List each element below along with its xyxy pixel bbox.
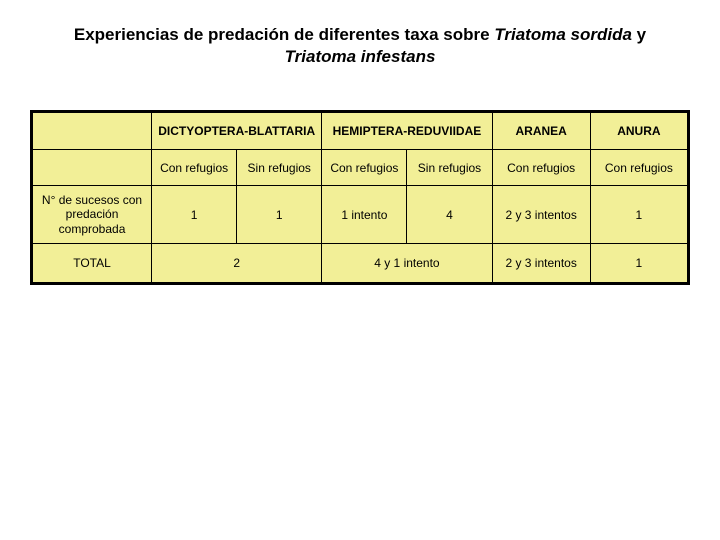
cell-a: 1 — [152, 186, 237, 244]
subheader-a: Con refugios — [152, 150, 237, 186]
header-anura: ANURA — [590, 112, 688, 150]
subheader-b: Sin refugios — [237, 150, 322, 186]
total-cd: 4 y 1 intento — [322, 244, 492, 284]
table-subheader-row: Con refugios Sin refugios Con refugios S… — [32, 150, 689, 186]
table-total-row: TOTAL 2 4 y 1 intento 2 y 3 intentos 1 — [32, 244, 689, 284]
row-label-total: TOTAL — [32, 244, 152, 284]
title-italic-2: Triatoma infestans — [285, 47, 436, 66]
subheader-blank — [32, 150, 152, 186]
header-blank — [32, 112, 152, 150]
row-label-sucesos: N° de sucesos con predación comprobada — [32, 186, 152, 244]
title-text-2: y — [632, 25, 646, 44]
table-data-row: N° de sucesos con predación comprobada 1… — [32, 186, 689, 244]
cell-e: 2 y 3 intentos — [492, 186, 590, 244]
cell-b: 1 — [237, 186, 322, 244]
title-text-1: Experiencias de predación de diferentes … — [74, 25, 494, 44]
header-hemiptera: HEMIPTERA-REDUVIIDAE — [322, 112, 492, 150]
title-italic-1: Triatoma sordida — [494, 25, 632, 44]
subheader-d: Sin refugios — [407, 150, 492, 186]
subheader-c: Con refugios — [322, 150, 407, 186]
predation-table: DICTYOPTERA-BLATTARIA HEMIPTERA-REDUVIID… — [30, 110, 690, 285]
subheader-f: Con refugios — [590, 150, 688, 186]
total-e: 2 y 3 intentos — [492, 244, 590, 284]
page: Experiencias de predación de diferentes … — [0, 0, 720, 285]
cell-f: 1 — [590, 186, 688, 244]
page-title: Experiencias de predación de diferentes … — [30, 24, 690, 68]
total-ab: 2 — [152, 244, 322, 284]
cell-d: 4 — [407, 186, 492, 244]
cell-c: 1 intento — [322, 186, 407, 244]
header-aranea: ARANEA — [492, 112, 590, 150]
subheader-e: Con refugios — [492, 150, 590, 186]
table-header-row: DICTYOPTERA-BLATTARIA HEMIPTERA-REDUVIID… — [32, 112, 689, 150]
header-dictyoptera: DICTYOPTERA-BLATTARIA — [152, 112, 322, 150]
total-f: 1 — [590, 244, 688, 284]
